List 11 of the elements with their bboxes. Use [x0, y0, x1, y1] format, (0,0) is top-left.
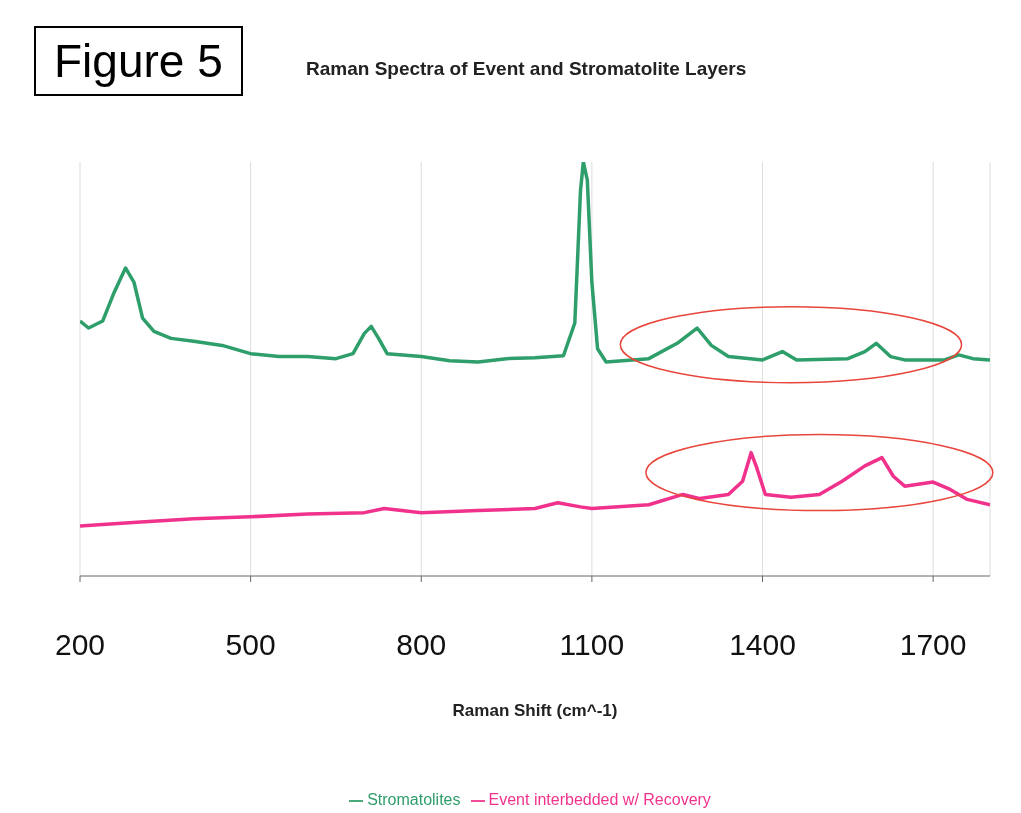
caption: Figure 5 — [34, 26, 243, 96]
x-axis-title: Raman Shift (cm^-1) — [452, 701, 618, 720]
legend-label: Event interbedded w/ Recovery — [488, 791, 711, 808]
x-tick-label: 500 — [225, 628, 276, 662]
x-tick-label: 1100 — [559, 628, 625, 662]
x-tick-label: 200 — [54, 628, 106, 662]
x-tick-label: 1400 — [729, 628, 796, 662]
x-tick-label: 800 — [396, 628, 447, 662]
legend-label: Stromatolites — [367, 791, 461, 808]
x-tick-label: 1700 — [899, 628, 967, 662]
chart-title: Raman Spectra of Event and Stromatolite Layers — [306, 58, 747, 80]
